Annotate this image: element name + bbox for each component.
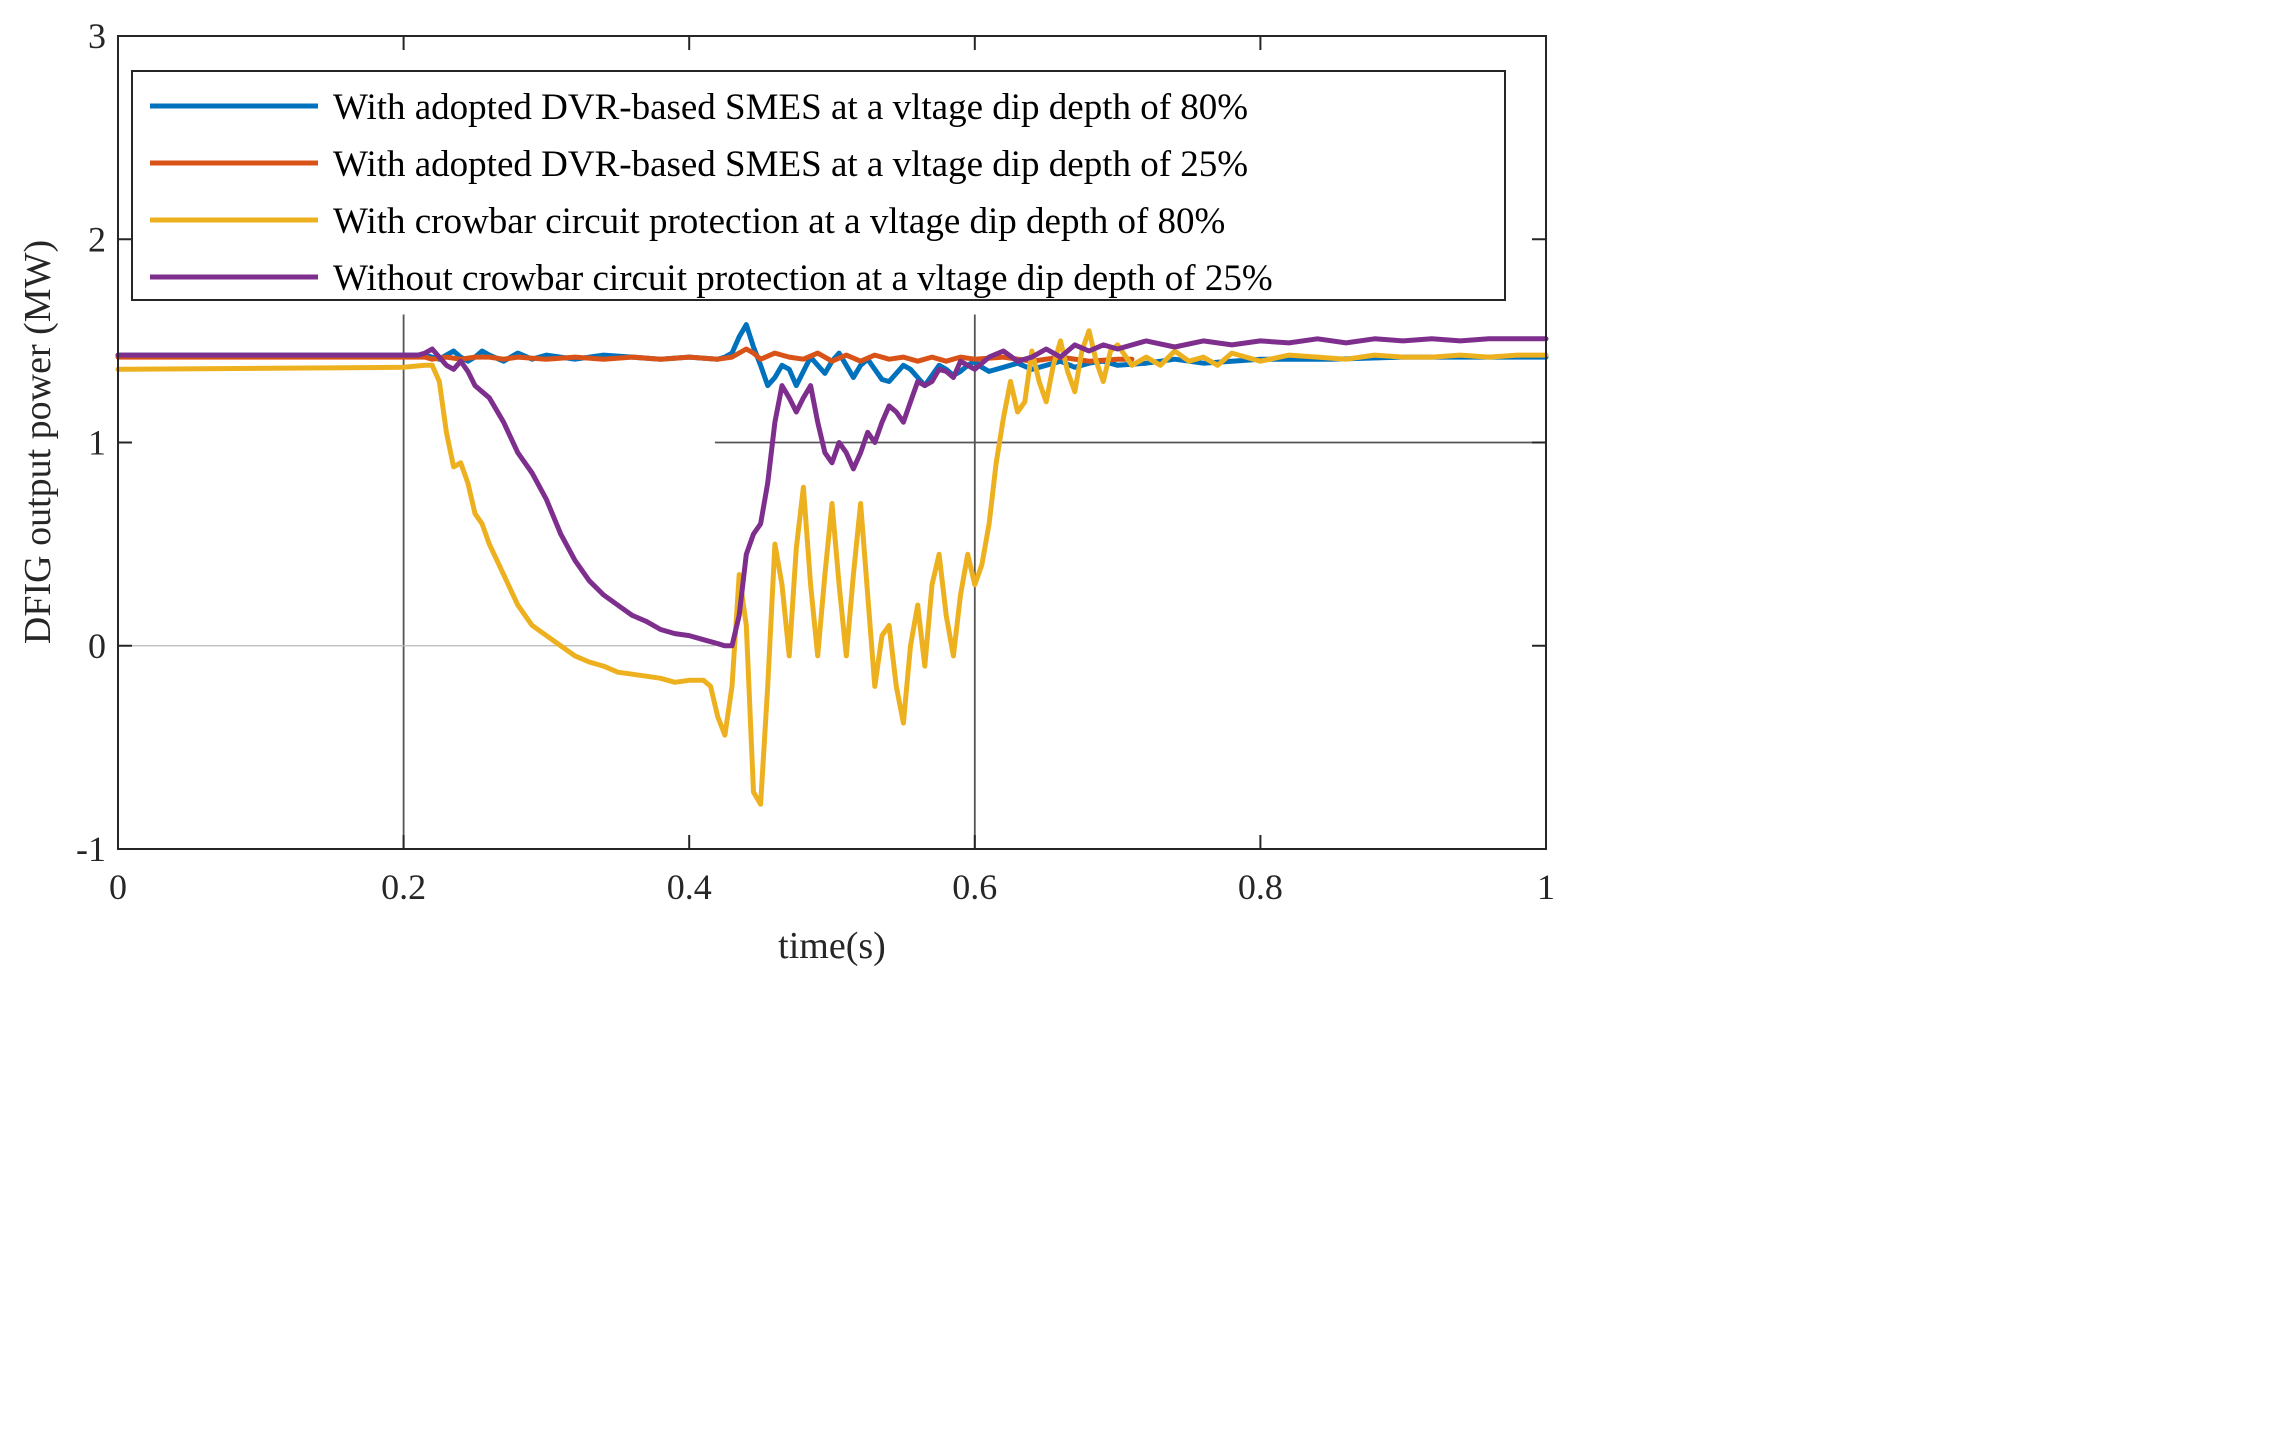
legend-label-1: With adopted DVR-based SMES at a vltage … — [333, 87, 1248, 128]
legend: With adopted DVR-based SMES at a vltage … — [131, 70, 1506, 301]
y-tick-label: 1 — [88, 423, 106, 463]
x-tick-label: 0.6 — [952, 867, 997, 907]
x-tick-label: 0.4 — [667, 867, 712, 907]
x-tick-label: 0 — [109, 867, 127, 907]
y-tick-label: 0 — [88, 626, 106, 666]
y-tick-label: 3 — [88, 16, 106, 56]
x-axis-label: time(s) — [778, 925, 886, 967]
series-line-2 — [115, 346, 1135, 364]
legend-box — [131, 70, 1506, 301]
legend-label-2: With adopted DVR-based SMES at a vltage … — [333, 144, 1248, 185]
series-line-4 — [115, 336, 1549, 649]
x-tick-label: 0.2 — [381, 867, 426, 907]
y-tick-label: -1 — [76, 829, 106, 869]
legend-label-3: With crowbar circuit protection at a vlt… — [333, 201, 1225, 242]
y-tick-label: 2 — [88, 219, 106, 259]
y-axis-label: DFIG output power (MW) — [17, 240, 59, 644]
data-series — [115, 322, 1549, 807]
x-tick-label: 0.8 — [1238, 867, 1283, 907]
series-line-3 — [115, 328, 1549, 807]
x-tick-label: 1 — [1537, 867, 1555, 907]
legend-label-4: Without crowbar circuit protection at a … — [333, 258, 1273, 299]
